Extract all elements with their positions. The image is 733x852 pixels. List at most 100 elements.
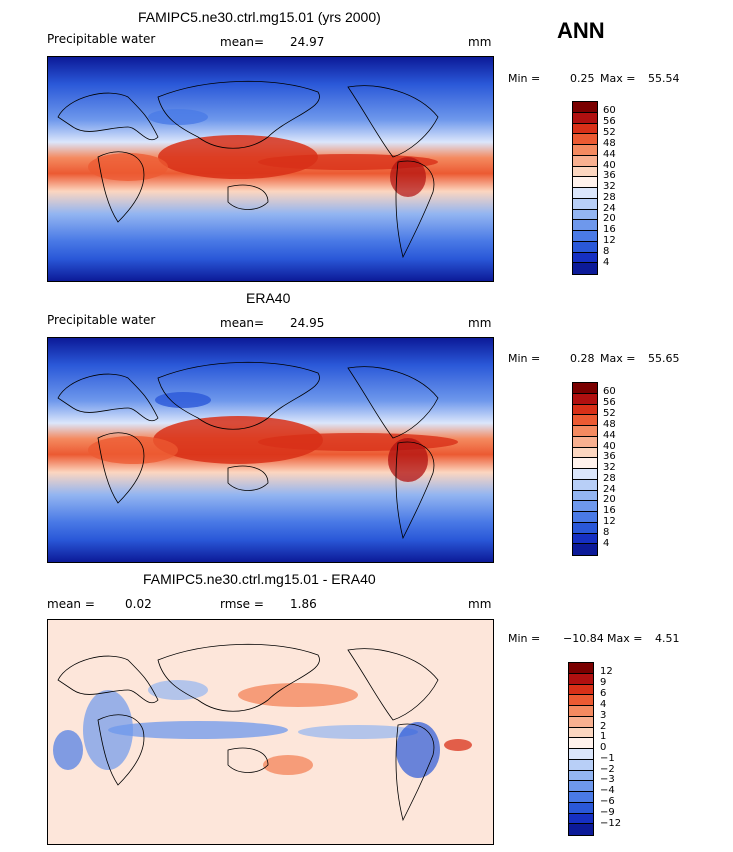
colorbar-swatch — [569, 716, 593, 728]
colorbar-label: 20 — [603, 494, 616, 505]
colorbar-label: 60 — [603, 105, 616, 116]
colorbar-swatch — [573, 458, 597, 469]
colorbar-swatch — [569, 727, 593, 739]
panel-obs-mean-label: mean= — [220, 316, 265, 330]
colorbar-swatch — [573, 231, 597, 242]
colorbar-label: 1 — [600, 731, 607, 742]
panel-model-max-label: Max = — [600, 72, 636, 85]
panel-obs-min-value: 0.28 — [570, 352, 595, 365]
colorbar-swatch — [573, 479, 597, 491]
colorbar-swatch — [573, 544, 597, 555]
colorbar-label: 24 — [603, 203, 616, 214]
colorbar-swatch — [573, 134, 597, 145]
panel-diff-colorbar — [568, 662, 594, 836]
panel-model-variable-label: Precipitable water — [47, 32, 156, 46]
panel-model-map — [47, 56, 494, 282]
colorbar-label: 12 — [600, 666, 613, 677]
panel-model-max-value: 55.54 — [648, 72, 680, 85]
colorbar-label: 52 — [603, 408, 616, 419]
colorbar-label: 20 — [603, 213, 616, 224]
colorbar-swatch — [573, 426, 597, 437]
colorbar-swatch — [573, 198, 597, 210]
colorbar-swatch — [573, 252, 597, 264]
colorbar-swatch — [569, 695, 593, 706]
colorbar-label: 0 — [600, 742, 607, 753]
colorbar-swatch — [569, 684, 593, 696]
panel-obs-map-svg — [48, 338, 493, 562]
season-label: ANN — [557, 18, 605, 43]
panel-diff-max-value: 4.51 — [655, 632, 680, 645]
panel-diff-title: FAMIPC5.ne30.ctrl.mg15.01 - ERA40 — [143, 571, 376, 587]
colorbar-label: 28 — [603, 192, 616, 203]
colorbar-label: 6 — [600, 688, 607, 699]
colorbar-swatch — [569, 673, 593, 685]
colorbar-swatch — [573, 522, 597, 534]
colorbar-label: 52 — [603, 127, 616, 138]
panel-obs-map — [47, 337, 494, 563]
panel-model-map-svg — [48, 57, 493, 281]
panel-obs-max-label: Max = — [600, 352, 636, 365]
panel-model-title: FAMIPC5.ne30.ctrl.mg15.01 (yrs 2000) — [138, 9, 381, 25]
colorbar-label: 56 — [603, 116, 616, 127]
panel-model-units: mm — [468, 35, 492, 49]
colorbar-swatch — [573, 383, 597, 394]
panel-diff-max-label: Max = — [607, 632, 643, 645]
colorbar-label: 40 — [603, 160, 616, 171]
colorbar-label: −2 — [600, 764, 615, 775]
colorbar-swatch — [573, 188, 597, 199]
panel-diff-min-label: Min = — [508, 632, 541, 645]
panel-obs-max-value: 55.65 — [648, 352, 680, 365]
panel-obs-variable-label: Precipitable water — [47, 313, 156, 327]
panel-diff-mean-value: 0.02 — [125, 597, 152, 611]
colorbar-label: 44 — [603, 430, 616, 441]
colorbar-swatch — [573, 436, 597, 448]
colorbar-swatch — [573, 533, 597, 545]
colorbar-label: 12 — [603, 516, 616, 527]
colorbar-swatch — [569, 802, 593, 814]
colorbar-label: 8 — [603, 246, 610, 257]
colorbar-label: 32 — [603, 462, 616, 473]
colorbar-swatch — [573, 145, 597, 156]
colorbar-label: −3 — [600, 774, 615, 785]
colorbar-swatch — [573, 263, 597, 274]
colorbar-swatch — [573, 155, 597, 167]
colorbar-swatch — [573, 102, 597, 113]
panel-diff-map-svg — [48, 620, 493, 844]
colorbar-label: 60 — [603, 386, 616, 397]
colorbar-label: 24 — [603, 484, 616, 495]
panel-model-colorbar — [572, 101, 598, 275]
colorbar-swatch — [573, 241, 597, 253]
panel-model-min-label: Min = — [508, 72, 541, 85]
panel-diff-mean-label: mean = — [47, 597, 95, 611]
colorbar-swatch — [569, 792, 593, 803]
panel-diff-min-value: −10.84 — [563, 632, 604, 645]
colorbar-swatch — [573, 220, 597, 231]
colorbar-swatch — [573, 447, 597, 459]
colorbar-label: 9 — [600, 677, 607, 688]
colorbar-swatch — [573, 415, 597, 426]
colorbar-swatch — [569, 738, 593, 749]
colorbar-swatch — [569, 781, 593, 792]
panel-model-mean-label: mean= — [220, 35, 265, 49]
colorbar-swatch — [569, 663, 593, 674]
colorbar-swatch — [573, 404, 597, 416]
colorbar-label: 40 — [603, 441, 616, 452]
colorbar-label: 2 — [600, 721, 607, 732]
colorbar-label: 48 — [603, 138, 616, 149]
colorbar-swatch — [573, 166, 597, 178]
colorbar-swatch — [569, 813, 593, 825]
colorbar-swatch — [573, 490, 597, 502]
panel-diff-map — [47, 619, 494, 845]
colorbar-swatch — [573, 512, 597, 523]
colorbar-label: 12 — [603, 235, 616, 246]
colorbar-label: 4 — [603, 257, 610, 268]
colorbar-label: −6 — [600, 796, 615, 807]
panel-obs-colorbar — [572, 382, 598, 556]
colorbar-label: −4 — [600, 785, 615, 796]
panel-diff-rmse-value: 1.86 — [290, 597, 317, 611]
panel-diff-units: mm — [468, 597, 492, 611]
panel-obs-mean-value: 24.95 — [290, 316, 325, 330]
colorbar-swatch — [569, 759, 593, 771]
colorbar-label: 8 — [603, 527, 610, 538]
colorbar-label: −1 — [600, 753, 615, 764]
